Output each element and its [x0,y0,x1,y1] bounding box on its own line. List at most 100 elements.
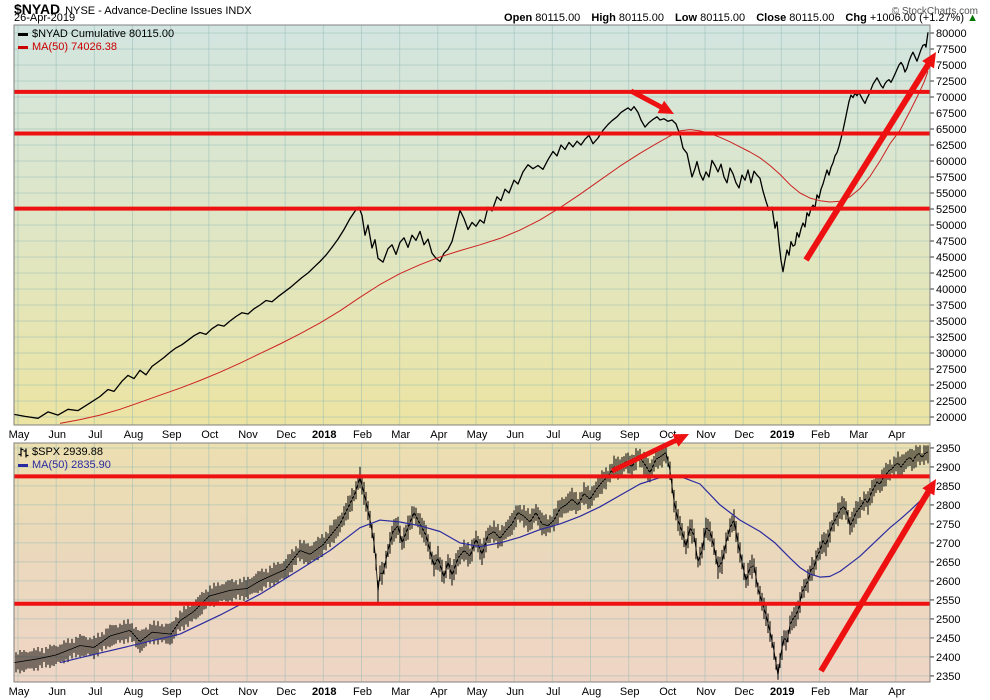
low-value: 80115.00 [700,12,746,24]
nyad-legend-label: $NYAD Cumulative 80115.00 [32,28,175,40]
chart-title: $NYAD NYSE - Advance-Decline Issues INDX [14,1,252,19]
svg-text:Oct: Oct [201,686,218,698]
svg-text:Feb: Feb [811,686,830,698]
spx-legend-price-row: $SPX 2939.88 [18,446,111,459]
svg-text:25000: 25000 [936,380,967,392]
chg-label: Chg [845,12,867,24]
svg-text:52500: 52500 [936,204,967,216]
symbol-description: NYSE - Advance-Decline Issues INDX [65,5,252,17]
ohlc-bars-icon [18,447,29,458]
svg-text:75000: 75000 [936,60,967,72]
close-value: 80115.00 [789,12,835,24]
svg-text:Apr: Apr [888,429,905,441]
svg-text:70000: 70000 [936,92,967,104]
nyad-legend: $NYAD Cumulative 80115.00 MA(50) 74026.3… [18,28,174,54]
svg-text:72500: 72500 [936,76,967,88]
svg-text:77500: 77500 [936,44,967,56]
svg-text:Aug: Aug [582,429,602,441]
nyad-legend-price-row: $NYAD Cumulative 80115.00 [18,28,174,41]
svg-text:Nov: Nov [238,686,258,698]
svg-text:67500: 67500 [936,108,967,120]
svg-text:Sep: Sep [162,686,182,698]
svg-text:Oct: Oct [659,686,676,698]
svg-text:2750: 2750 [936,519,960,531]
chg-value: +1006.00 (+1.27%) [869,12,965,24]
svg-text:Nov: Nov [696,429,716,441]
svg-text:Dec: Dec [734,686,754,698]
svg-text:2800: 2800 [936,500,960,512]
svg-text:35000: 35000 [936,316,967,328]
svg-text:Oct: Oct [201,429,218,441]
svg-text:Dec: Dec [276,429,296,441]
nyad-line-swatch [18,33,28,36]
spx-ma-label: MA(50) 2835.90 [32,459,111,471]
svg-text:May: May [467,429,488,441]
svg-text:32500: 32500 [936,332,967,344]
svg-text:Mar: Mar [849,686,868,698]
svg-text:Mar: Mar [391,686,410,698]
spx-ma-swatch [18,464,28,467]
svg-text:60000: 60000 [936,156,967,168]
copyright-label: © StockCharts.com [891,6,978,17]
svg-text:Apr: Apr [888,686,905,698]
svg-text:Jul: Jul [546,429,560,441]
svg-text:2950: 2950 [936,443,960,455]
svg-text:2018: 2018 [312,686,336,698]
svg-text:2019: 2019 [770,429,794,441]
svg-text:Nov: Nov [696,686,716,698]
svg-text:Feb: Feb [811,429,830,441]
svg-text:Aug: Aug [124,686,144,698]
svg-text:62500: 62500 [936,140,967,152]
svg-text:2019: 2019 [770,686,794,698]
svg-text:2550: 2550 [936,595,960,607]
svg-text:Sep: Sep [620,429,640,441]
svg-text:Feb: Feb [353,429,372,441]
svg-text:2850: 2850 [936,481,960,493]
spx-ma-row: MA(50) 2835.90 [18,459,111,472]
svg-text:May: May [467,686,488,698]
quote-summary: Open 80115.00 High 80115.00 Low 80115.00… [504,12,978,24]
svg-text:37500: 37500 [936,300,967,312]
spx-legend: $SPX 2939.88 MA(50) 2835.90 [18,446,111,472]
open-value: 80115.00 [535,12,581,24]
svg-text:2700: 2700 [936,538,960,550]
spx-legend-label: $SPX 2939.88 [32,446,103,458]
svg-text:65000: 65000 [936,124,967,136]
svg-text:45000: 45000 [936,252,967,264]
svg-text:Sep: Sep [620,686,640,698]
svg-text:2600: 2600 [936,576,960,588]
svg-text:Dec: Dec [276,686,296,698]
svg-text:2350: 2350 [936,671,960,683]
svg-text:Aug: Aug [582,686,602,698]
close-label: Close [756,12,787,24]
svg-text:2900: 2900 [936,462,960,474]
up-arrow-icon: ▲ [967,12,978,24]
svg-text:Oct: Oct [659,429,676,441]
svg-text:55000: 55000 [936,188,967,200]
svg-text:Jul: Jul [88,686,102,698]
svg-text:May: May [9,686,30,698]
svg-text:Sep: Sep [162,429,182,441]
svg-text:Apr: Apr [430,429,447,441]
svg-text:Jul: Jul [88,429,102,441]
svg-text:20000: 20000 [936,412,967,424]
svg-text:2500: 2500 [936,614,960,626]
svg-text:Mar: Mar [391,429,410,441]
svg-text:Mar: Mar [849,429,868,441]
high-label: High [591,12,616,24]
svg-text:Jun: Jun [506,686,524,698]
svg-text:80000: 80000 [936,28,967,40]
svg-text:2450: 2450 [936,633,960,645]
nyad-ma-label: MA(50) 74026.38 [32,41,117,53]
svg-text:Feb: Feb [353,686,372,698]
svg-text:2018: 2018 [312,429,336,441]
svg-text:50000: 50000 [936,220,967,232]
svg-text:Apr: Apr [430,686,447,698]
chart-date: 26-Apr-2019 [14,12,76,24]
svg-text:Jun: Jun [48,429,66,441]
svg-text:2400: 2400 [936,652,960,664]
svg-text:Dec: Dec [734,429,754,441]
svg-text:22500: 22500 [936,396,967,408]
svg-text:Aug: Aug [124,429,144,441]
